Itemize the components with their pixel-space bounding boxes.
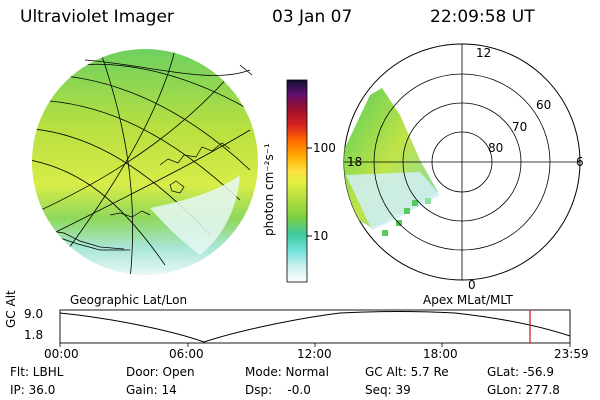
mlt-label-6: 6 <box>576 155 584 169</box>
limb-glow <box>150 175 240 255</box>
timeline-x-tick-1800: 18:00 <box>423 347 458 361</box>
mlat-label-70: 70 <box>512 120 528 134</box>
time-label: 22:09:58 UT <box>430 7 535 27</box>
mlt-label-0: 0 <box>468 278 476 292</box>
seq-readout: Seq: 39 <box>365 383 411 397</box>
gc-alt-readout: GC Alt: 5.7 Re <box>365 365 449 379</box>
glon-readout: GLon: 277.8 <box>487 383 560 397</box>
gain-readout: Gain: 14 <box>126 383 177 397</box>
orbit-altitude-curve <box>59 311 571 343</box>
colorbar <box>286 79 312 283</box>
mlt-label-18: 18 <box>347 155 363 169</box>
mode-readout: Mode: Normal <box>245 365 329 379</box>
timeline-x-tick-0000: 00:00 <box>44 347 79 361</box>
dsp-readout: Dsp: -0.0 <box>245 383 311 397</box>
instrument-title: Ultraviolet Imager <box>20 7 174 27</box>
timeline-y-tick-high: 9.0 <box>24 307 44 321</box>
date-label: 03 Jan 07 <box>272 7 353 27</box>
polar-grid <box>344 44 580 280</box>
filter-readout: Flt: LBHL <box>10 365 64 379</box>
mlt-label-12: 12 <box>476 46 492 60</box>
outer-graticule <box>84 59 253 76</box>
timeline-y-tick-low: 1.8 <box>24 328 44 342</box>
timeline-ticks <box>59 343 571 347</box>
timeline-x-tick-2359: 23:59 <box>554 347 589 361</box>
ip-readout: IP: 36.0 <box>10 383 56 397</box>
earth-disk <box>32 49 258 275</box>
timeline-plot <box>59 309 571 347</box>
timeline-x-tick-0600: 06:00 <box>169 347 204 361</box>
colorbar-unit-label: photon cm⁻²s⁻¹ <box>262 143 276 236</box>
globe-panel-label: Geographic Lat/Lon <box>70 293 188 307</box>
colorbar-scale <box>286 79 308 283</box>
polar-panel <box>343 43 581 281</box>
globe-panel <box>32 49 258 275</box>
colorbar-label-100: 100 <box>313 141 336 155</box>
timeline-x-tick-1200: 12:00 <box>297 347 332 361</box>
colorbar-label-10: 10 <box>313 229 329 243</box>
glat-readout: GLat: -56.9 <box>487 365 554 379</box>
door-readout: Door: Open <box>126 365 195 379</box>
timeline-y-label: GC Alt <box>4 290 18 328</box>
timeline-frame <box>59 309 571 344</box>
polar-panel-label: Apex MLat/MLT <box>423 293 513 307</box>
mlat-label-60: 60 <box>536 98 552 112</box>
mlat-label-80: 80 <box>488 141 504 155</box>
